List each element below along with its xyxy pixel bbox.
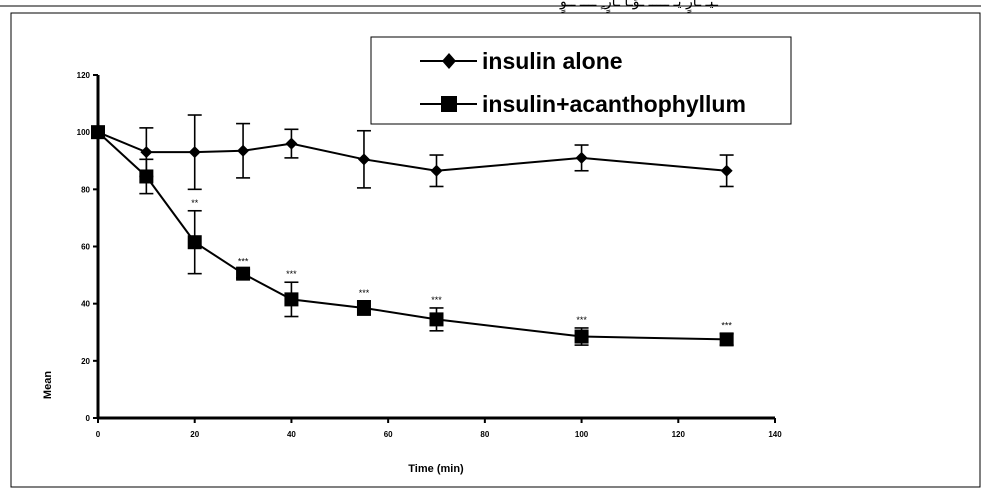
legend-label-insulin-acanthophyllum: insulin+acanthophyllum <box>482 91 746 117</box>
series-layer: ******************** <box>91 114 734 347</box>
point-insulin-alone-70 <box>430 164 443 177</box>
point-insulin-acanthophyllum-20 <box>187 235 202 250</box>
legend: insulin alone insulin+acanthophyllum <box>370 36 792 125</box>
x-tick-label-20: 20 <box>190 430 199 439</box>
series-insulin-alone <box>92 114 734 191</box>
y-tick-label-100: 100 <box>77 128 91 137</box>
point-insulin-alone-30 <box>237 144 250 157</box>
point-insulin-alone-10 <box>140 146 153 159</box>
significance-label-20: ** <box>191 198 199 208</box>
y-axis-label: Mean <box>42 371 54 399</box>
x-tick-label-120: 120 <box>672 430 686 439</box>
y-tick-label-120: 120 <box>77 71 91 80</box>
x-tick-label-140: 140 <box>768 430 782 439</box>
y-tick-label-80: 80 <box>81 185 90 194</box>
point-insulin-acanthophyllum-55 <box>356 300 371 315</box>
significance-label-70: *** <box>431 295 442 305</box>
point-insulin-acanthophyllum-70 <box>429 312 444 327</box>
series-insulin-acanthophyllum: ******************** <box>91 125 734 347</box>
x-axis-label: Time (min) <box>408 463 464 475</box>
point-insulin-acanthophyllum-100 <box>574 329 589 344</box>
x-tick-label-80: 80 <box>480 430 489 439</box>
point-insulin-alone-130 <box>720 164 733 177</box>
point-insulin-alone-40 <box>285 137 298 150</box>
significance-label-55: *** <box>359 288 370 298</box>
significance-label-40: *** <box>286 269 297 279</box>
point-insulin-acanthophyllum-130 <box>719 332 734 347</box>
point-insulin-acanthophyllum-10 <box>139 169 154 184</box>
legend-label-insulin-alone: insulin alone <box>482 48 623 74</box>
point-insulin-alone-55 <box>357 153 370 166</box>
x-tick-label-40: 40 <box>287 430 296 439</box>
point-insulin-acanthophyllum-30 <box>236 266 251 281</box>
y-tick-label-0: 0 <box>86 414 91 423</box>
chart-frame <box>10 12 981 488</box>
point-insulin-alone-20 <box>188 146 201 159</box>
x-tick-label-0: 0 <box>96 430 101 439</box>
y-tick-label-40: 40 <box>81 300 90 309</box>
x-tick-label-60: 60 <box>384 430 393 439</box>
legend-marker-insulin-alone <box>442 53 456 69</box>
significance-label-130: *** <box>721 321 732 331</box>
y-tick-label-20: 20 <box>81 357 90 366</box>
axes: 0 20 40 60 80 100 120 0 20 40 60 80 100 120 140 <box>77 71 783 439</box>
header-text-fragment: ـيـ ـارٍ يـ ـــــ ـوَـا ـارٍ ٍ ــــ ــوٍ <box>560 0 718 10</box>
significance-label-30: *** <box>238 256 249 266</box>
x-tick-label-100: 100 <box>575 430 589 439</box>
point-insulin-acanthophyllum-0 <box>91 125 105 140</box>
point-insulin-alone-100 <box>575 151 588 164</box>
point-insulin-acanthophyllum-40 <box>284 292 299 307</box>
significance-label-100: *** <box>576 315 587 325</box>
y-tick-label-60: 60 <box>81 243 90 252</box>
legend-marker-insulin-acanthophyllum <box>441 96 457 112</box>
